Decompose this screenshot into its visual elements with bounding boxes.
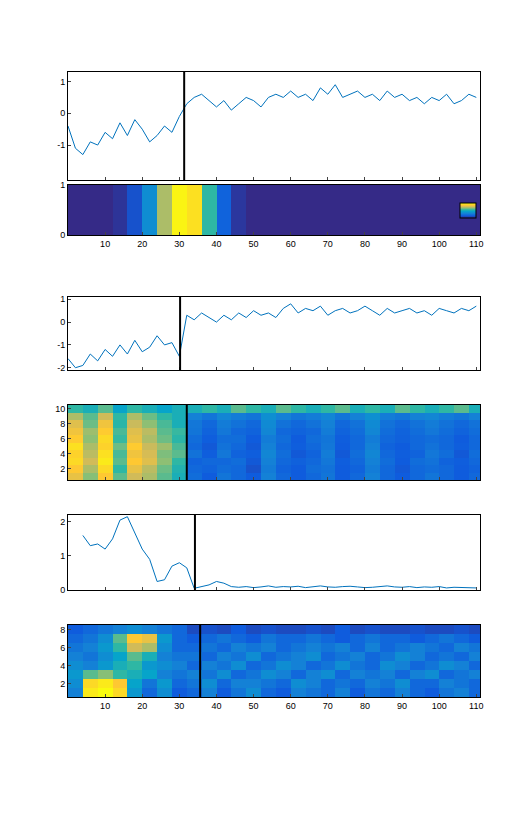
- svg-text:0: 0: [60, 108, 65, 118]
- svg-text:8: 8: [60, 625, 65, 635]
- svg-text:4: 4: [60, 661, 65, 671]
- svg-text:60: 60: [286, 701, 296, 711]
- svg-text:2: 2: [60, 517, 65, 527]
- svg-text:110: 110: [469, 701, 483, 711]
- svg-text:30: 30: [174, 701, 184, 711]
- svg-text:110: 110: [469, 239, 483, 249]
- svg-text:10: 10: [55, 404, 65, 414]
- svg-text:70: 70: [323, 701, 333, 711]
- svg-text:-1: -1: [57, 140, 65, 150]
- svg-text:6: 6: [60, 434, 65, 444]
- svg-text:90: 90: [397, 239, 407, 249]
- svg-text:70: 70: [323, 239, 333, 249]
- svg-text:1: 1: [60, 551, 65, 561]
- svg-text:-1: -1: [57, 340, 65, 350]
- svg-text:20: 20: [137, 239, 147, 249]
- svg-text:100: 100: [432, 239, 447, 249]
- svg-text:40: 40: [211, 701, 221, 711]
- svg-text:8: 8: [60, 419, 65, 429]
- svg-text:80: 80: [360, 239, 370, 249]
- svg-text:0: 0: [60, 230, 65, 240]
- svg-text:80: 80: [360, 701, 370, 711]
- svg-text:0: 0: [60, 585, 65, 595]
- svg-text:1: 1: [60, 77, 65, 87]
- svg-text:10: 10: [100, 239, 110, 249]
- svg-text:100: 100: [432, 701, 447, 711]
- svg-text:20: 20: [137, 701, 147, 711]
- svg-text:2: 2: [60, 679, 65, 689]
- svg-text:4: 4: [60, 449, 65, 459]
- svg-text:40: 40: [211, 239, 221, 249]
- svg-text:0: 0: [60, 317, 65, 327]
- svg-text:60: 60: [286, 239, 296, 249]
- svg-text:90: 90: [397, 701, 407, 711]
- svg-text:1: 1: [60, 294, 65, 304]
- svg-text:10: 10: [100, 701, 110, 711]
- svg-text:30: 30: [174, 239, 184, 249]
- svg-text:-2: -2: [57, 363, 65, 373]
- svg-text:2: 2: [60, 464, 65, 474]
- svg-text:1: 1: [60, 180, 65, 190]
- svg-text:50: 50: [249, 239, 259, 249]
- svg-text:50: 50: [249, 701, 259, 711]
- svg-text:6: 6: [60, 643, 65, 653]
